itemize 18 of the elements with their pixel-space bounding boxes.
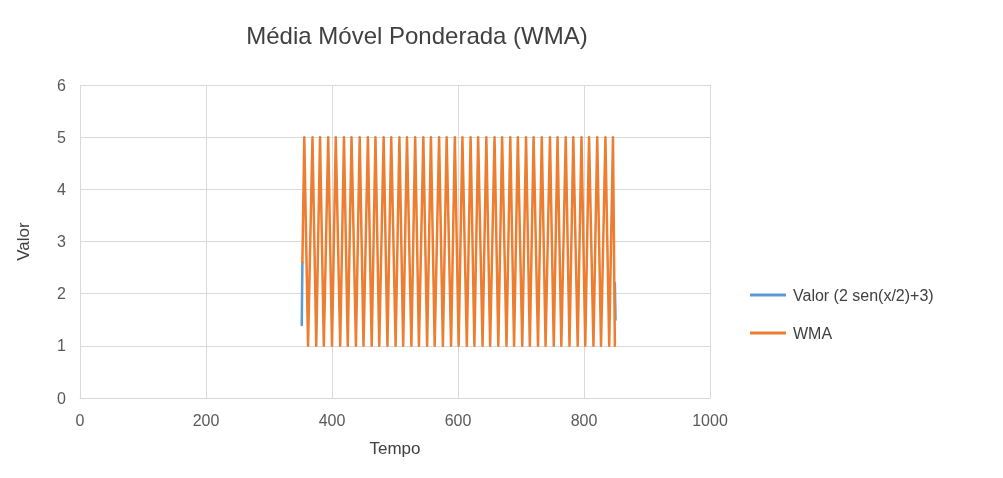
x-tick-label: 600 [444,411,472,429]
y-tick-label: 3 [57,233,67,250]
y-tick-label: 6 [57,76,67,94]
y-tick-label: 5 [57,128,67,146]
x-tick-label: 0 [75,411,85,429]
x-axis-title: Tempo [369,439,421,458]
y-tick-label: 2 [57,285,67,303]
y-tick-label: 1 [57,337,67,355]
chart-title: Média Móvel Ponderada (WMA) [246,21,588,49]
y-tick-label: 0 [57,389,67,407]
x-tick-label: 400 [318,411,346,429]
legend-label: Valor (2 sen(x/2)+3) [793,286,934,304]
x-tick-label: 800 [570,411,598,429]
y-axis-title: Valor [14,221,33,261]
legend-label: WMA [793,324,833,342]
y-tick-label: 4 [57,180,67,198]
x-tick-label: 200 [192,411,220,429]
x-tick-label: 1000 [692,411,728,429]
